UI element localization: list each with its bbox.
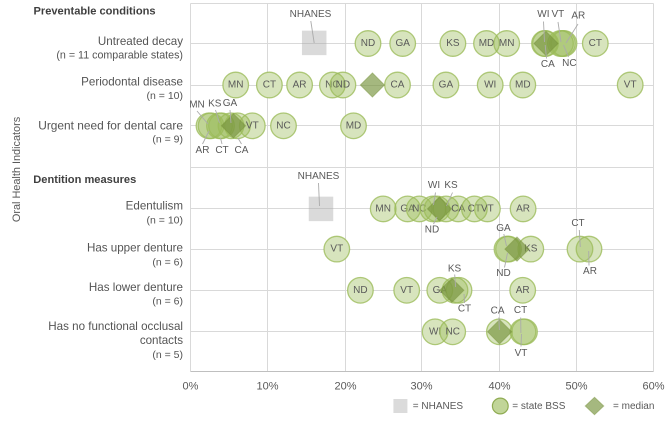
svg-text:VT: VT xyxy=(400,285,413,296)
svg-text:MN: MN xyxy=(499,38,515,49)
svg-text:CT: CT xyxy=(571,218,584,229)
svg-text:MN: MN xyxy=(189,100,205,111)
svg-text:AR: AR xyxy=(571,11,585,22)
svg-text:VT: VT xyxy=(481,203,494,214)
svg-text:KS: KS xyxy=(448,264,462,275)
svg-text:contacts: contacts xyxy=(140,334,183,347)
svg-text:CT: CT xyxy=(589,38,602,49)
svg-text:Has no functional occlusal: Has no functional occlusal xyxy=(48,320,183,333)
svg-text:GA: GA xyxy=(439,80,454,91)
svg-text:40%: 40% xyxy=(488,381,510,393)
svg-text:Preventable conditions: Preventable conditions xyxy=(34,5,156,17)
svg-text:NC: NC xyxy=(276,120,290,131)
svg-text:CA: CA xyxy=(235,145,249,156)
svg-text:CT: CT xyxy=(458,303,471,314)
svg-text:WI: WI xyxy=(428,180,440,191)
svg-text:GA: GA xyxy=(395,38,410,49)
svg-text:AR: AR xyxy=(516,203,530,214)
svg-text:MD: MD xyxy=(479,38,495,49)
svg-text:Periodontal disease: Periodontal disease xyxy=(81,76,183,89)
svg-text:30%: 30% xyxy=(410,381,432,393)
svg-text:CA: CA xyxy=(491,306,505,317)
svg-text:(n = 10): (n = 10) xyxy=(147,214,183,226)
svg-text:ND: ND xyxy=(425,225,439,236)
svg-text:Untreated decay: Untreated decay xyxy=(98,35,183,48)
svg-text:CA: CA xyxy=(391,80,405,91)
svg-text:(n = 11 comparable states): (n = 11 comparable states) xyxy=(56,49,183,61)
svg-text:(n = 10): (n = 10) xyxy=(147,90,183,102)
svg-text:CT: CT xyxy=(514,305,527,316)
svg-text:CA: CA xyxy=(541,59,555,70)
svg-text:= median: = median xyxy=(613,401,654,412)
svg-text:KS: KS xyxy=(208,99,222,110)
svg-text:= state BSS: = state BSS xyxy=(512,401,565,412)
svg-text:Urgent need for dental care: Urgent need for dental care xyxy=(38,118,183,132)
svg-text:AR: AR xyxy=(293,80,307,91)
svg-text:AR: AR xyxy=(583,266,597,277)
svg-text:ND: ND xyxy=(496,268,510,279)
svg-text:NHANES: NHANES xyxy=(298,171,340,182)
svg-text:NC: NC xyxy=(562,58,576,69)
svg-text:= NHANES: = NHANES xyxy=(413,401,464,412)
svg-text:ND: ND xyxy=(361,38,375,49)
svg-text:WI: WI xyxy=(484,80,496,91)
svg-text:VT: VT xyxy=(246,120,259,131)
svg-text:Dentition measures: Dentition measures xyxy=(33,174,136,186)
svg-text:Has lower denture: Has lower denture xyxy=(89,281,183,294)
svg-text:VT: VT xyxy=(624,80,637,91)
svg-text:ND: ND xyxy=(353,285,367,296)
svg-text:GA: GA xyxy=(496,223,511,234)
svg-text:AR: AR xyxy=(196,145,210,156)
svg-text:MD: MD xyxy=(515,80,531,91)
svg-text:WI: WI xyxy=(537,9,549,20)
svg-text:(n = 6): (n = 6) xyxy=(152,256,183,268)
svg-text:(n = 5): (n = 5) xyxy=(152,349,183,361)
svg-text:50%: 50% xyxy=(565,381,587,393)
svg-text:AR: AR xyxy=(516,285,530,296)
svg-text:0%: 0% xyxy=(183,381,199,393)
svg-text:Oral Health Indicators: Oral Health Indicators xyxy=(11,116,23,222)
svg-text:KS: KS xyxy=(444,180,458,191)
svg-text:MN: MN xyxy=(375,203,391,214)
svg-text:KS: KS xyxy=(446,38,460,49)
svg-text:VT: VT xyxy=(552,9,565,20)
svg-text:GA: GA xyxy=(223,98,238,109)
svg-text:NHANES: NHANES xyxy=(290,9,332,20)
svg-text:CT: CT xyxy=(263,80,276,91)
svg-text:60%: 60% xyxy=(642,381,664,393)
svg-text:20%: 20% xyxy=(334,381,356,393)
svg-text:Edentulism: Edentulism xyxy=(126,199,183,212)
svg-text:VT: VT xyxy=(330,244,343,255)
svg-text:(n = 6): (n = 6) xyxy=(152,296,183,308)
svg-text:ND: ND xyxy=(336,80,350,91)
svg-text:10%: 10% xyxy=(256,381,278,393)
svg-text:NC: NC xyxy=(445,326,459,337)
svg-text:MD: MD xyxy=(346,120,362,131)
svg-text:(n = 9): (n = 9) xyxy=(152,133,183,145)
svg-text:MN: MN xyxy=(228,80,244,91)
svg-text:Has upper denture: Has upper denture xyxy=(87,242,183,255)
svg-text:VT: VT xyxy=(515,348,528,359)
svg-text:CT: CT xyxy=(215,145,228,156)
